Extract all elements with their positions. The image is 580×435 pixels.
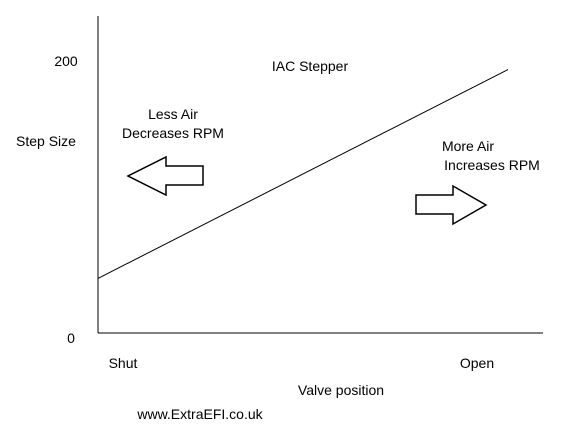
decreases-rpm-label: Decreases RPM (122, 125, 224, 141)
y-axis-label: Step Size (16, 133, 76, 149)
left-arrow-icon (126, 155, 204, 197)
series-line (97, 69, 509, 279)
more-air-label: More Air (442, 138, 494, 154)
chart-title: IAC Stepper (272, 58, 349, 74)
increases-rpm-label: Increases RPM (444, 157, 540, 173)
x-tick-label-open: Open (460, 355, 494, 371)
y-tick-label-min: 0 (67, 330, 75, 346)
less-air-label: Less Air (148, 106, 198, 122)
x-tick-label-shut: Shut (109, 355, 138, 371)
y-tick-label-max: 200 (54, 53, 78, 69)
website-credit: www.ExtraEFI.co.uk (136, 406, 263, 422)
x-axis-label: Valve position (298, 382, 384, 398)
right-arrow-icon (415, 184, 488, 226)
